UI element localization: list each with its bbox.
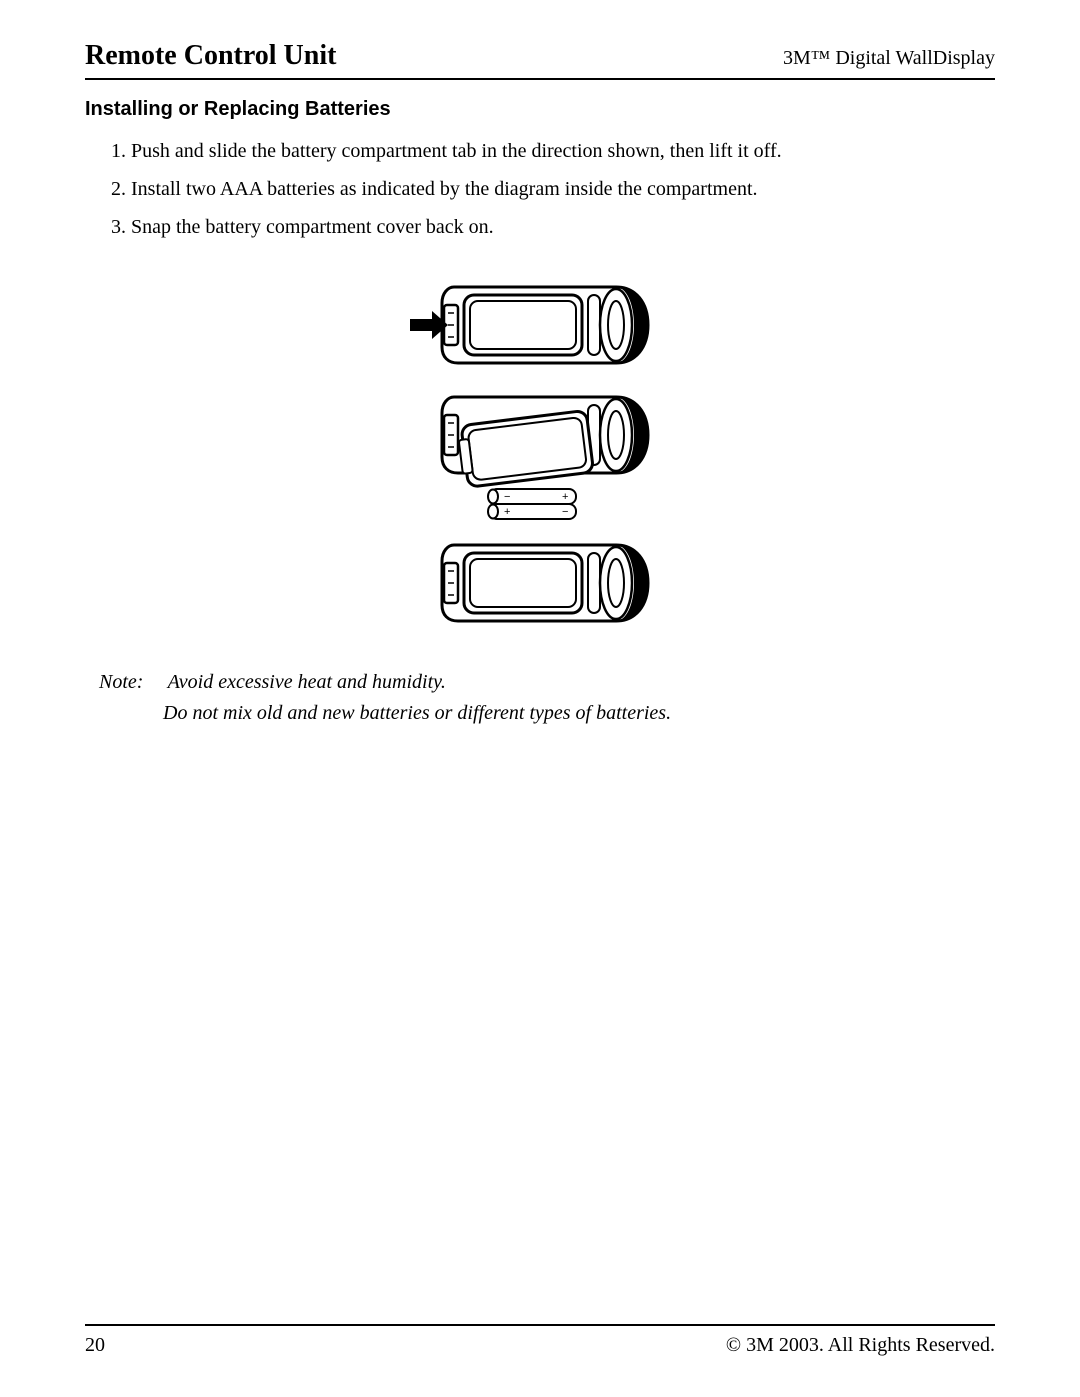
polarity-label: + <box>504 506 510 518</box>
note-line: Avoid excessive heat and humidity. <box>168 671 446 693</box>
page-footer: 20 © 3M 2003. All Rights Reserved. <box>85 1334 995 1357</box>
section-heading: Installing or Replacing Batteries <box>85 98 995 121</box>
polarity-label: − <box>562 506 568 518</box>
polarity-label: + <box>562 491 568 503</box>
note-block: Note: Avoid excessive heat and humidity.… <box>99 667 995 729</box>
note-label: Note: <box>99 667 163 698</box>
instruction-step: Install two AAA batteries as indicated b… <box>131 173 995 205</box>
instruction-step: Push and slide the battery compartment t… <box>131 135 995 167</box>
instruction-list: Push and slide the battery compartment t… <box>131 135 995 249</box>
note-line: Do not mix old and new batteries or diff… <box>163 698 995 729</box>
polarity-label: − <box>504 491 510 503</box>
page-header: Remote Control Unit 3M™ Digital WallDisp… <box>85 40 995 80</box>
footer-rule <box>85 1324 995 1326</box>
instruction-step: Snap the battery compartment cover back … <box>131 211 995 243</box>
page-number: 20 <box>85 1334 105 1357</box>
batteries-icon: − + + − <box>488 489 576 519</box>
battery-diagram-svg: − + + − <box>410 279 670 639</box>
header-product: 3M™ Digital WallDisplay <box>783 47 995 70</box>
battery-diagram: − + + − <box>85 279 995 639</box>
copyright: © 3M 2003. All Rights Reserved. <box>726 1334 995 1357</box>
header-title: Remote Control Unit <box>85 40 336 72</box>
